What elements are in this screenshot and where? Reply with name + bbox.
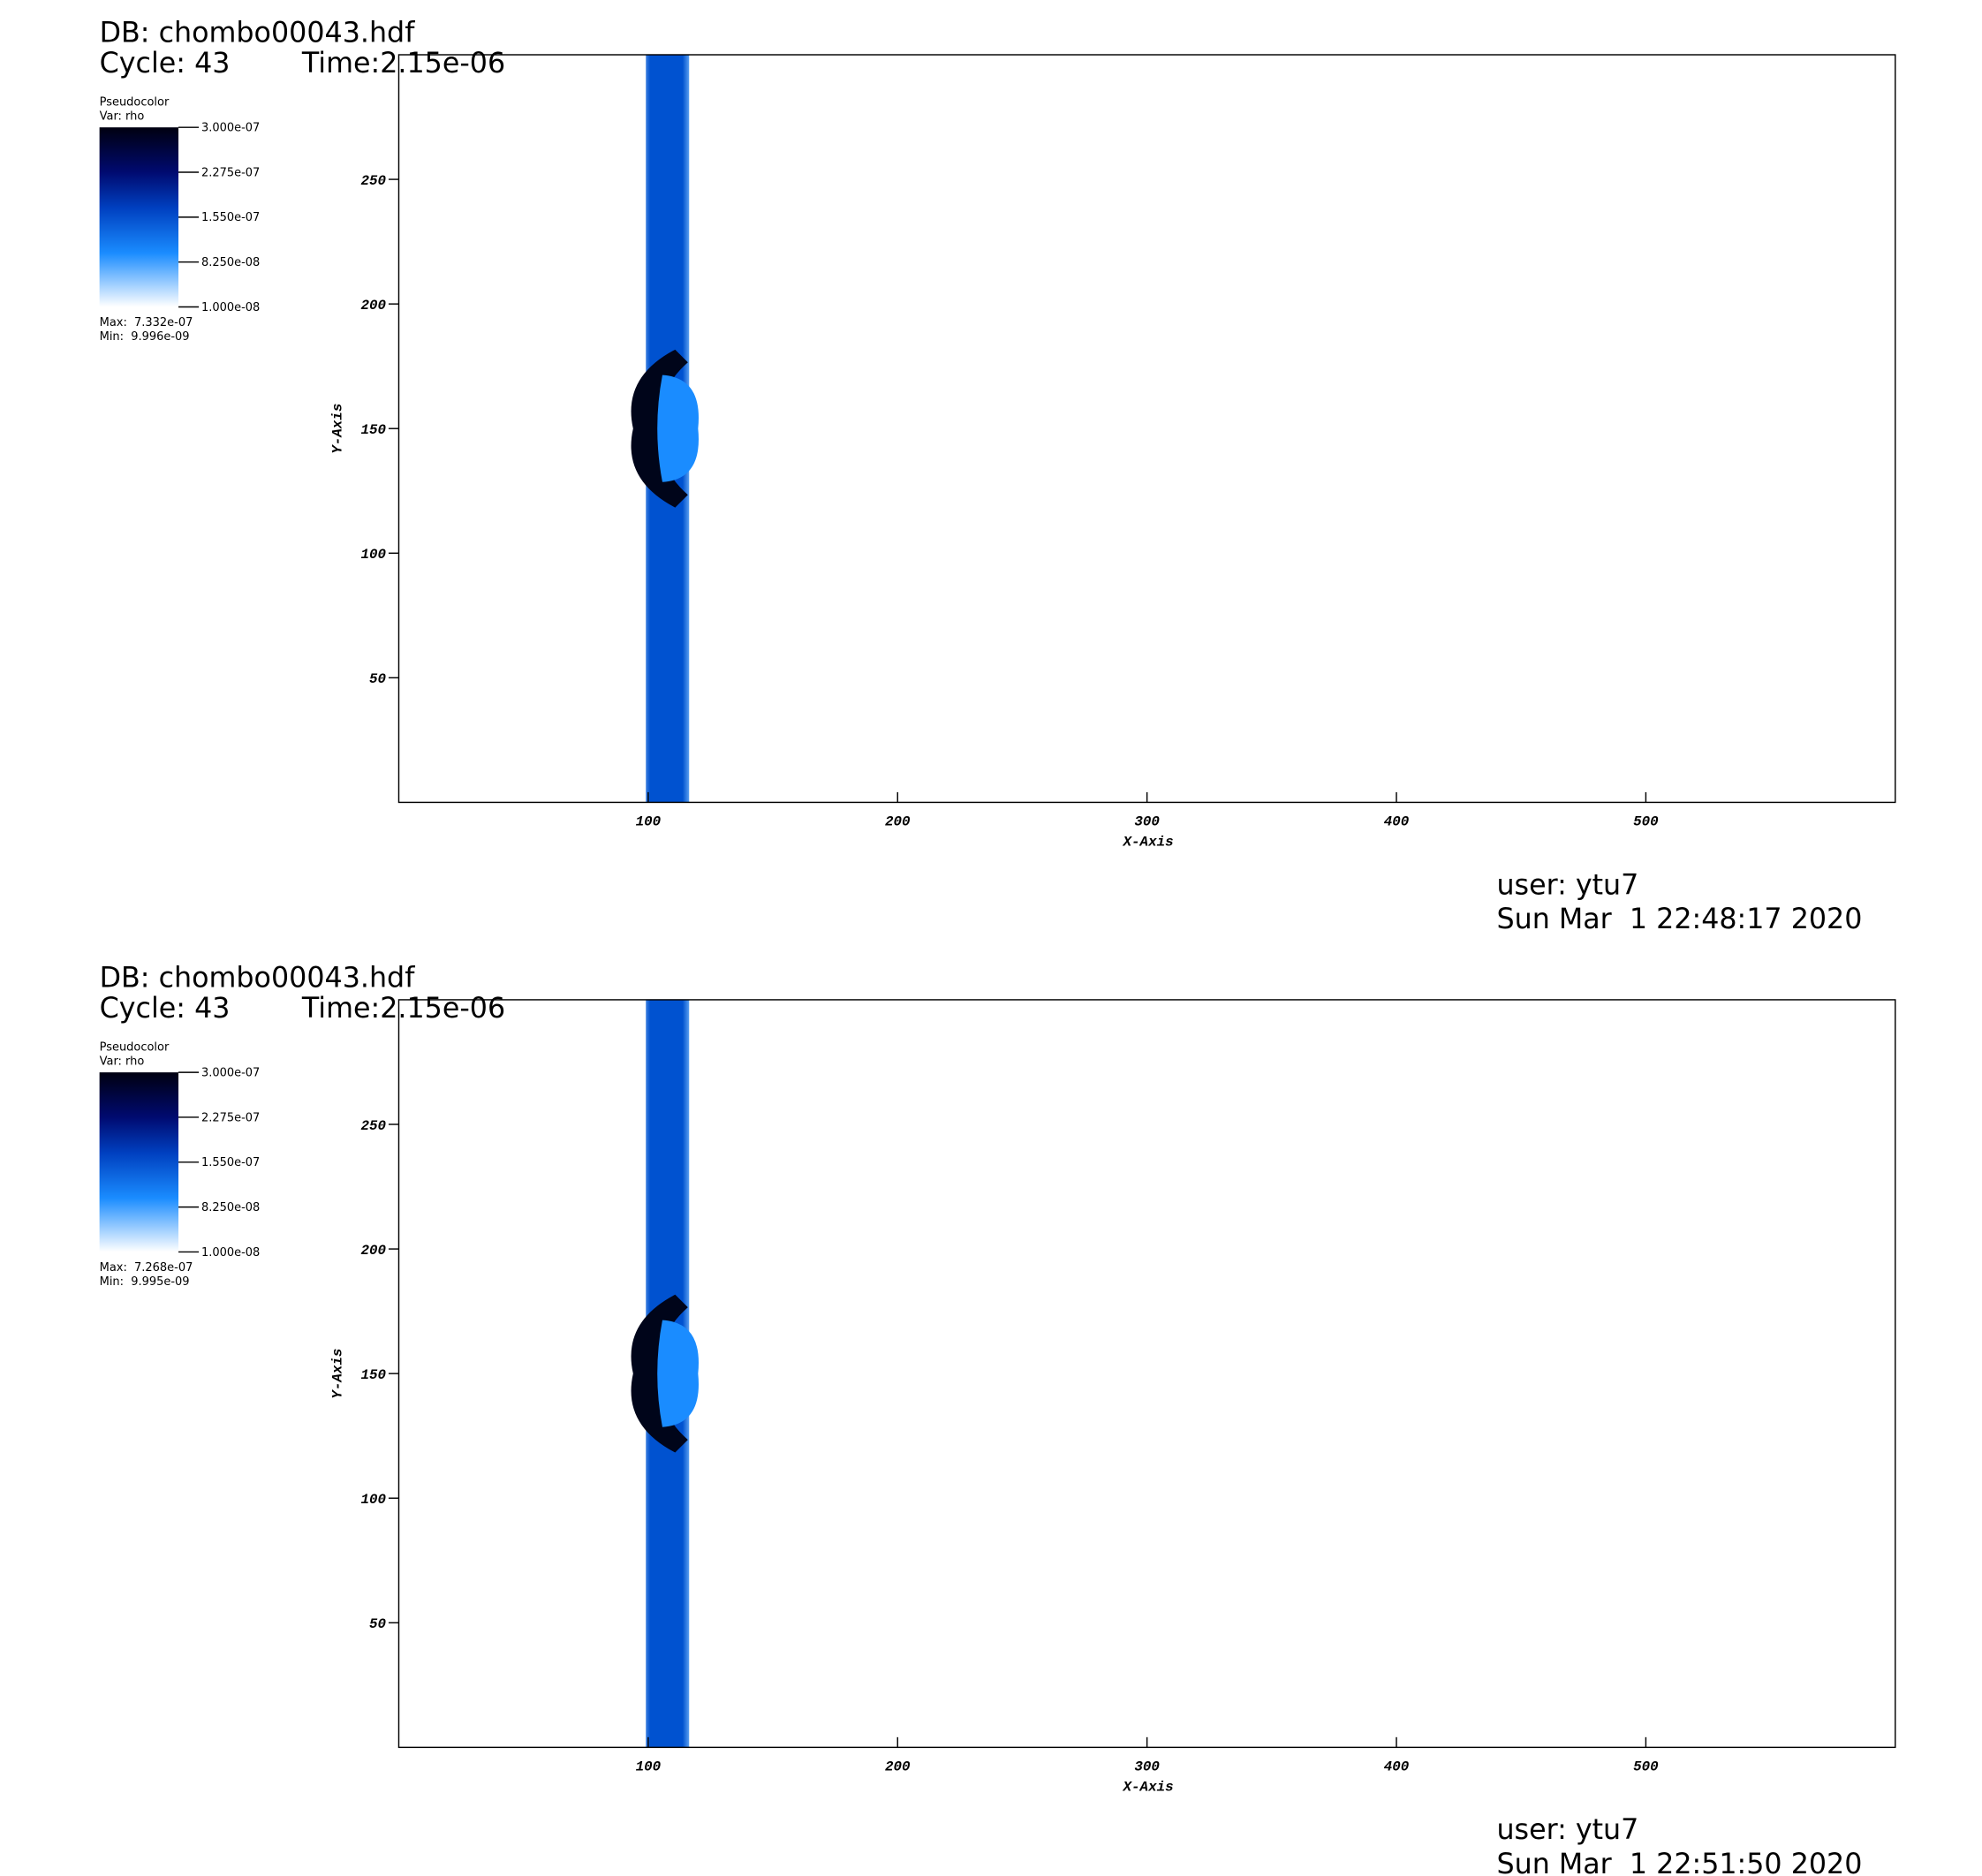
colorbar-tick-label: 8.250e-08	[201, 1201, 260, 1214]
x-tick-label: 300	[1134, 1759, 1160, 1774]
cycle: Cycle: 43	[100, 48, 231, 79]
y-tick-label: 50	[369, 1616, 387, 1632]
legend-title: Pseudocolor	[100, 96, 170, 110]
colorbar-tick-label: 2.275e-07	[201, 166, 260, 179]
y-tick-label: 200	[361, 1243, 387, 1259]
user: user: ytu7	[1496, 1814, 1638, 1846]
y-tick-label: 50	[369, 671, 387, 687]
legend-min: Min: 9.996e-09	[100, 330, 190, 344]
plot-frame	[397, 999, 1896, 1749]
colorbar-tick-label: 3.000e-07	[201, 122, 260, 135]
y-tick-label: 100	[361, 547, 387, 563]
colorbar	[99, 1072, 179, 1252]
plot-frame	[397, 54, 1896, 804]
colorbar-tick-label: 1.550e-07	[201, 1156, 260, 1169]
bubble	[657, 1320, 699, 1427]
x-tick-label: 200	[885, 1759, 911, 1774]
colorbar-tick-label: 1.550e-07	[201, 211, 260, 224]
y-tick-label: 150	[361, 1367, 387, 1383]
timestamp: Sun Mar 1 22:48:17 2020	[1496, 904, 1862, 935]
legend-variable: Var: rho	[100, 1055, 145, 1068]
y-tick-label: 200	[361, 298, 387, 314]
y-tick-label: 250	[361, 1118, 387, 1134]
db-name: DB: chombo00043.hdf	[100, 963, 416, 995]
colorbar-tick-label: 3.000e-07	[201, 1066, 260, 1079]
colorbar-tick-label: 1.000e-08	[201, 1246, 260, 1259]
timestamp: Sun Mar 1 22:51:50 2020	[1496, 1849, 1862, 1876]
x-axis-label: X-Axis	[1123, 1779, 1174, 1795]
bubble	[657, 374, 699, 482]
colorbar	[99, 127, 179, 307]
cycle: Cycle: 43	[100, 993, 231, 1025]
legend-max: Max: 7.268e-07	[100, 1261, 193, 1275]
y-tick-label: 250	[361, 173, 387, 189]
x-tick-label: 400	[1384, 1759, 1410, 1774]
x-tick-label: 500	[1633, 813, 1659, 829]
x-tick-label: 100	[636, 1759, 662, 1774]
y-tick-label: 150	[361, 422, 387, 438]
x-tick-label: 200	[885, 813, 911, 829]
x-tick-label: 300	[1134, 813, 1160, 829]
x-tick-label: 400	[1384, 813, 1410, 829]
x-tick-label: 500	[1633, 1759, 1659, 1774]
colorbar-tick-label: 8.250e-08	[201, 256, 260, 269]
y-axis-label: Y-Axis	[330, 404, 346, 454]
y-tick-label: 100	[361, 1492, 387, 1508]
time: Time:2.15e-06	[301, 48, 505, 79]
user: user: ytu7	[1496, 869, 1638, 901]
y-axis-label: Y-Axis	[330, 1349, 346, 1399]
x-tick-label: 100	[636, 813, 662, 829]
colorbar-tick-label: 2.275e-07	[201, 1111, 260, 1124]
legend-title: Pseudocolor	[100, 1041, 170, 1055]
time: Time:2.15e-06	[301, 993, 505, 1025]
x-axis-label: X-Axis	[1123, 834, 1174, 850]
legend-variable: Var: rho	[100, 110, 145, 124]
legend-min: Min: 9.995e-09	[100, 1275, 190, 1289]
legend-max: Max: 7.332e-07	[100, 316, 193, 329]
db-name: DB: chombo00043.hdf	[100, 18, 416, 49]
colorbar-tick-label: 1.000e-08	[201, 301, 260, 314]
